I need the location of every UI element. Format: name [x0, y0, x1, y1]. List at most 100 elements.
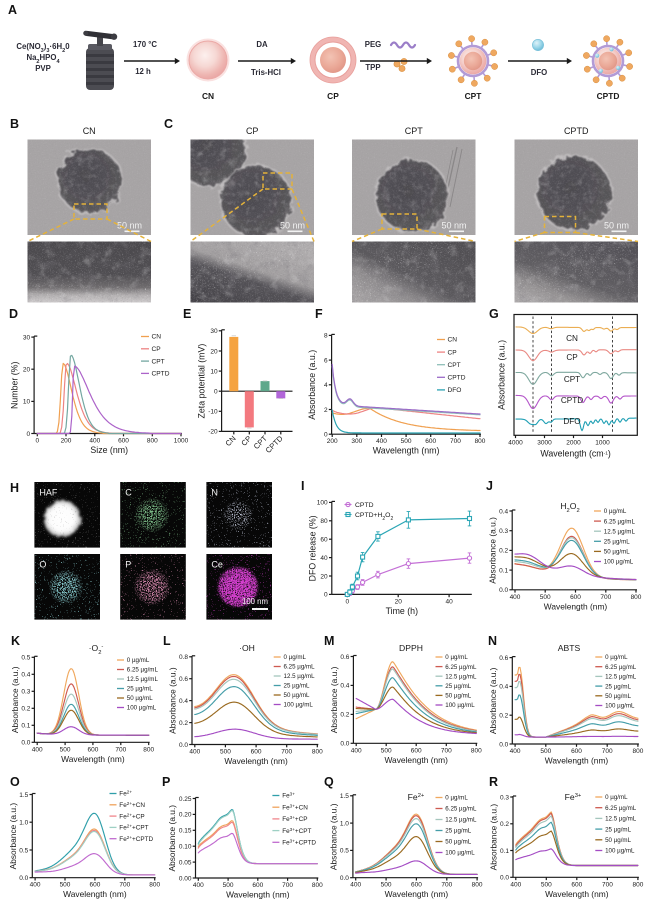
svg-text:0.1: 0.1: [499, 567, 508, 574]
svg-text:0.2: 0.2: [340, 712, 349, 719]
svg-text:0 µg/mL: 0 µg/mL: [605, 654, 628, 661]
svg-text:800: 800: [143, 746, 154, 753]
svg-text:500: 500: [60, 882, 71, 889]
svg-text:170 °C: 170 °C: [133, 40, 157, 49]
svg-text:Wavelength (nm): Wavelength (nm): [63, 889, 127, 899]
svg-text:0.25: 0.25: [179, 796, 192, 803]
svg-text:700: 700: [450, 438, 461, 445]
svg-text:0 µg/mL: 0 µg/mL: [284, 654, 307, 661]
svg-text:0.3: 0.3: [500, 794, 509, 801]
svg-text:CPT: CPT: [564, 375, 580, 384]
svg-text:20: 20: [210, 348, 218, 355]
svg-text:2000: 2000: [566, 440, 581, 447]
svg-text:0.0: 0.0: [499, 741, 508, 748]
svg-text:Wavelength (nm): Wavelength (nm): [545, 756, 609, 766]
svg-text:0.5: 0.5: [19, 847, 28, 854]
svg-text:0.2: 0.2: [499, 548, 508, 555]
svg-text:500: 500: [540, 594, 551, 601]
svg-text:6.25 µg/mL: 6.25 µg/mL: [604, 518, 636, 525]
svg-text:600: 600: [411, 747, 422, 754]
svg-text:Wavelength (nm): Wavelength (nm): [384, 755, 448, 765]
svg-text:200: 200: [327, 438, 338, 445]
svg-text:F: F: [315, 307, 323, 321]
svg-text:N: N: [211, 488, 218, 498]
svg-text:Fe2++CP: Fe2++CP: [119, 812, 144, 821]
svg-text:12.5 µg/mL: 12.5 µg/mL: [127, 676, 159, 683]
svg-text:100 µg/mL: 100 µg/mL: [445, 702, 475, 709]
svg-text:0.8: 0.8: [179, 654, 188, 661]
svg-text:30: 30: [210, 328, 218, 335]
svg-text:3000: 3000: [537, 440, 552, 447]
svg-text:25 µg/mL: 25 µg/mL: [127, 686, 153, 693]
svg-text:DFO: DFO: [563, 417, 580, 426]
svg-text:800: 800: [632, 881, 643, 888]
svg-text:0.2: 0.2: [179, 720, 188, 727]
svg-text:Wavelength (nm): Wavelength (nm): [385, 889, 449, 899]
svg-text:DFO: DFO: [531, 68, 547, 77]
svg-text:100 µg/mL: 100 µg/mL: [605, 848, 635, 855]
svg-text:J: J: [486, 479, 493, 493]
svg-text:M: M: [324, 634, 334, 648]
svg-text:700: 700: [600, 594, 611, 601]
svg-text:400: 400: [510, 881, 521, 888]
svg-text:1.0: 1.0: [19, 820, 28, 827]
svg-text:N: N: [488, 634, 497, 648]
svg-text:CN: CN: [566, 334, 578, 343]
svg-text:6.25 µg/mL: 6.25 µg/mL: [127, 667, 159, 674]
svg-text:600: 600: [118, 438, 129, 445]
svg-text:25 µg/mL: 25 µg/mL: [284, 683, 310, 690]
svg-text:40: 40: [320, 555, 328, 562]
svg-text:600: 600: [411, 882, 422, 889]
svg-text:8: 8: [324, 333, 328, 340]
svg-text:Wavelength (nm): Wavelength (nm): [373, 446, 440, 456]
svg-text:DFO: DFO: [448, 387, 462, 394]
svg-text:10: 10: [23, 399, 31, 406]
svg-text:K: K: [11, 634, 20, 648]
svg-text:10: 10: [210, 368, 218, 375]
svg-text:50 µg/mL: 50 µg/mL: [445, 693, 471, 700]
svg-text:0.0: 0.0: [19, 875, 28, 882]
svg-text:30: 30: [23, 334, 31, 341]
svg-text:50 µg/mL: 50 µg/mL: [445, 839, 471, 846]
svg-text:6: 6: [324, 357, 328, 364]
svg-text:Absorbance (a.u.): Absorbance (a.u.): [488, 667, 498, 734]
svg-text:0.4: 0.4: [179, 698, 188, 705]
svg-text:400: 400: [193, 882, 204, 889]
svg-text:500: 500: [60, 746, 71, 753]
svg-text:300: 300: [351, 438, 362, 445]
svg-text:25 µg/mL: 25 µg/mL: [605, 683, 631, 690]
svg-text:CP: CP: [246, 126, 259, 136]
svg-text:50 nm: 50 nm: [441, 221, 466, 231]
svg-text:Fe2++CN: Fe2++CN: [119, 801, 145, 810]
svg-text:1.5: 1.5: [340, 793, 349, 800]
svg-text:0.4: 0.4: [340, 683, 349, 690]
svg-text:Absorbance (a.u.): Absorbance (a.u.): [497, 340, 507, 410]
svg-text:0.0: 0.0: [21, 740, 30, 747]
svg-text:12.5 µg/mL: 12.5 µg/mL: [605, 816, 637, 823]
svg-text:800: 800: [312, 882, 323, 889]
svg-text:80: 80: [320, 518, 328, 525]
svg-text:Fe2++CPTD: Fe2++CPTD: [119, 834, 153, 843]
svg-text:100 µg/mL: 100 µg/mL: [284, 702, 314, 709]
svg-text:800: 800: [472, 882, 483, 889]
svg-text:50 µg/mL: 50 µg/mL: [127, 695, 153, 702]
svg-text:0.1: 0.1: [500, 848, 509, 855]
svg-text:0.15: 0.15: [179, 828, 192, 835]
svg-text:600: 600: [251, 749, 262, 756]
svg-text:PEG: PEG: [365, 40, 381, 49]
svg-text:Wavelength (nm): Wavelength (nm): [224, 756, 288, 766]
svg-text:0.6: 0.6: [340, 654, 349, 661]
svg-text:0.4: 0.4: [21, 672, 30, 679]
svg-text:0 µg/mL: 0 µg/mL: [445, 654, 468, 661]
svg-text:600: 600: [89, 882, 100, 889]
svg-text:400: 400: [351, 747, 362, 754]
svg-text:Zeta potential (mV): Zeta potential (mV): [197, 344, 207, 419]
svg-text:Absorbance (a.u.): Absorbance (a.u.): [488, 517, 498, 584]
svg-text:Absorbance (a.u.): Absorbance (a.u.): [328, 803, 338, 870]
svg-text:B: B: [10, 117, 19, 131]
svg-text:ABTS: ABTS: [558, 643, 581, 653]
svg-text:500: 500: [223, 882, 234, 889]
svg-text:100: 100: [317, 500, 328, 507]
svg-text:0.4: 0.4: [499, 508, 508, 515]
svg-text:800: 800: [632, 748, 643, 755]
